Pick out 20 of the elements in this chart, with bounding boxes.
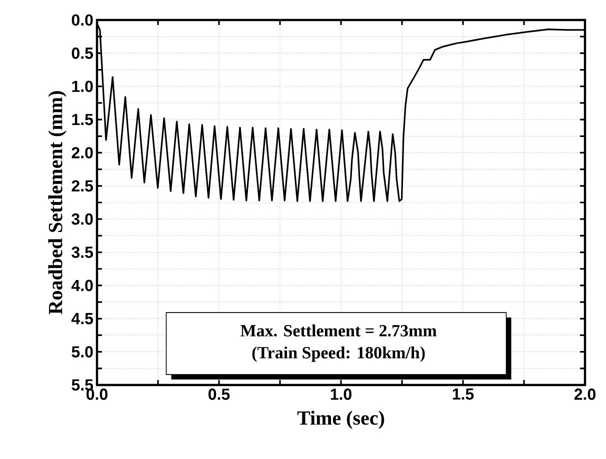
x-tick-label: 1.0 (330, 388, 352, 400)
y-tick-label: 3.0 (72, 213, 93, 225)
y-tick-label: 0.0 (72, 14, 93, 26)
y-tick-label: 2.5 (72, 180, 94, 192)
x-tick-label: 1.5 (452, 388, 474, 400)
x-tick-label: 0.5 (208, 388, 230, 400)
y-tick-label: 4.0 (71, 280, 93, 292)
y-axis-title: Roadbed Settlement (mm) (48, 91, 66, 314)
y-tick-label: 0.5 (72, 48, 94, 59)
y-tick-label: 4.5 (71, 313, 94, 324)
y-tick-label: 2.0 (72, 147, 93, 158)
y-tick-label: 1.0 (72, 80, 93, 92)
y-tick-label: 5.0 (72, 346, 93, 358)
x-axis-title: Time (sec) (297, 410, 384, 429)
x-tick-label: 2.0 (574, 388, 596, 400)
annotation: (Train Speed: 180km/h) (252, 346, 425, 362)
y-tick-label: 5.5 (72, 379, 94, 391)
y-tick-label: 3.5 (72, 246, 94, 258)
y-tick-label: 1.5 (72, 114, 94, 126)
annotation: Max. Settlement = 2.73mm (240, 324, 437, 337)
